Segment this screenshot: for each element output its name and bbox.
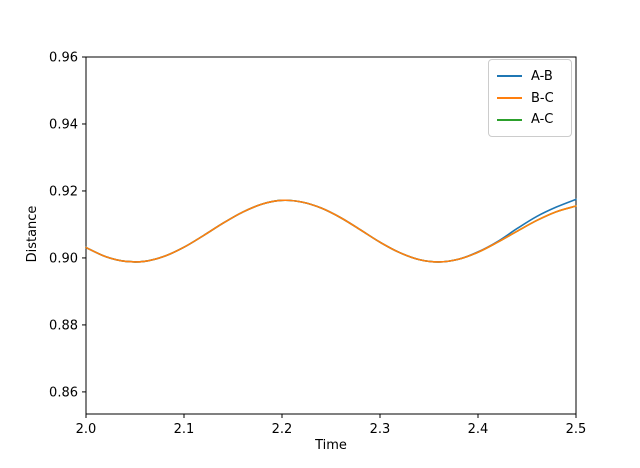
y-tick-label: 0.90 bbox=[49, 251, 78, 266]
series-line-b-c bbox=[85, 199, 577, 263]
x-axis-title: Time bbox=[315, 438, 347, 453]
legend-line-swatch-ac bbox=[497, 118, 522, 121]
legend-label-bc: B-C bbox=[531, 90, 554, 106]
legend-item-ab: A-B bbox=[489, 69, 571, 84]
y-tick-label: 0.94 bbox=[49, 117, 78, 132]
x-tick-label: 2.3 bbox=[370, 422, 391, 437]
axes-frame bbox=[85, 56, 577, 415]
y-tick-label: 0.92 bbox=[49, 184, 78, 199]
x-tick-label: 2.1 bbox=[174, 422, 195, 437]
series-line-a-c bbox=[85, 199, 577, 263]
y-tick-label: 0.88 bbox=[49, 318, 78, 333]
x-tick-label: 2.2 bbox=[272, 422, 293, 437]
legend-label-ac: A-C bbox=[531, 112, 554, 128]
legend-item-bc: B-C bbox=[489, 91, 571, 106]
y-tick-label: 0.86 bbox=[49, 385, 78, 400]
legend: A-B B-C A-C bbox=[488, 59, 572, 137]
legend-line-swatch-ab bbox=[497, 75, 522, 78]
x-tick-label: 2.0 bbox=[76, 422, 97, 437]
x-tick-label: 2.5 bbox=[566, 422, 587, 437]
x-tick-label: 2.4 bbox=[468, 422, 489, 437]
series-line-a-b bbox=[85, 198, 577, 263]
legend-label-ab: A-B bbox=[531, 68, 553, 84]
y-tick-label: 0.96 bbox=[49, 51, 78, 66]
y-axis-title: Distance bbox=[25, 205, 40, 263]
legend-item-ac: A-C bbox=[489, 112, 571, 127]
legend-line-swatch-bc bbox=[497, 97, 522, 99]
